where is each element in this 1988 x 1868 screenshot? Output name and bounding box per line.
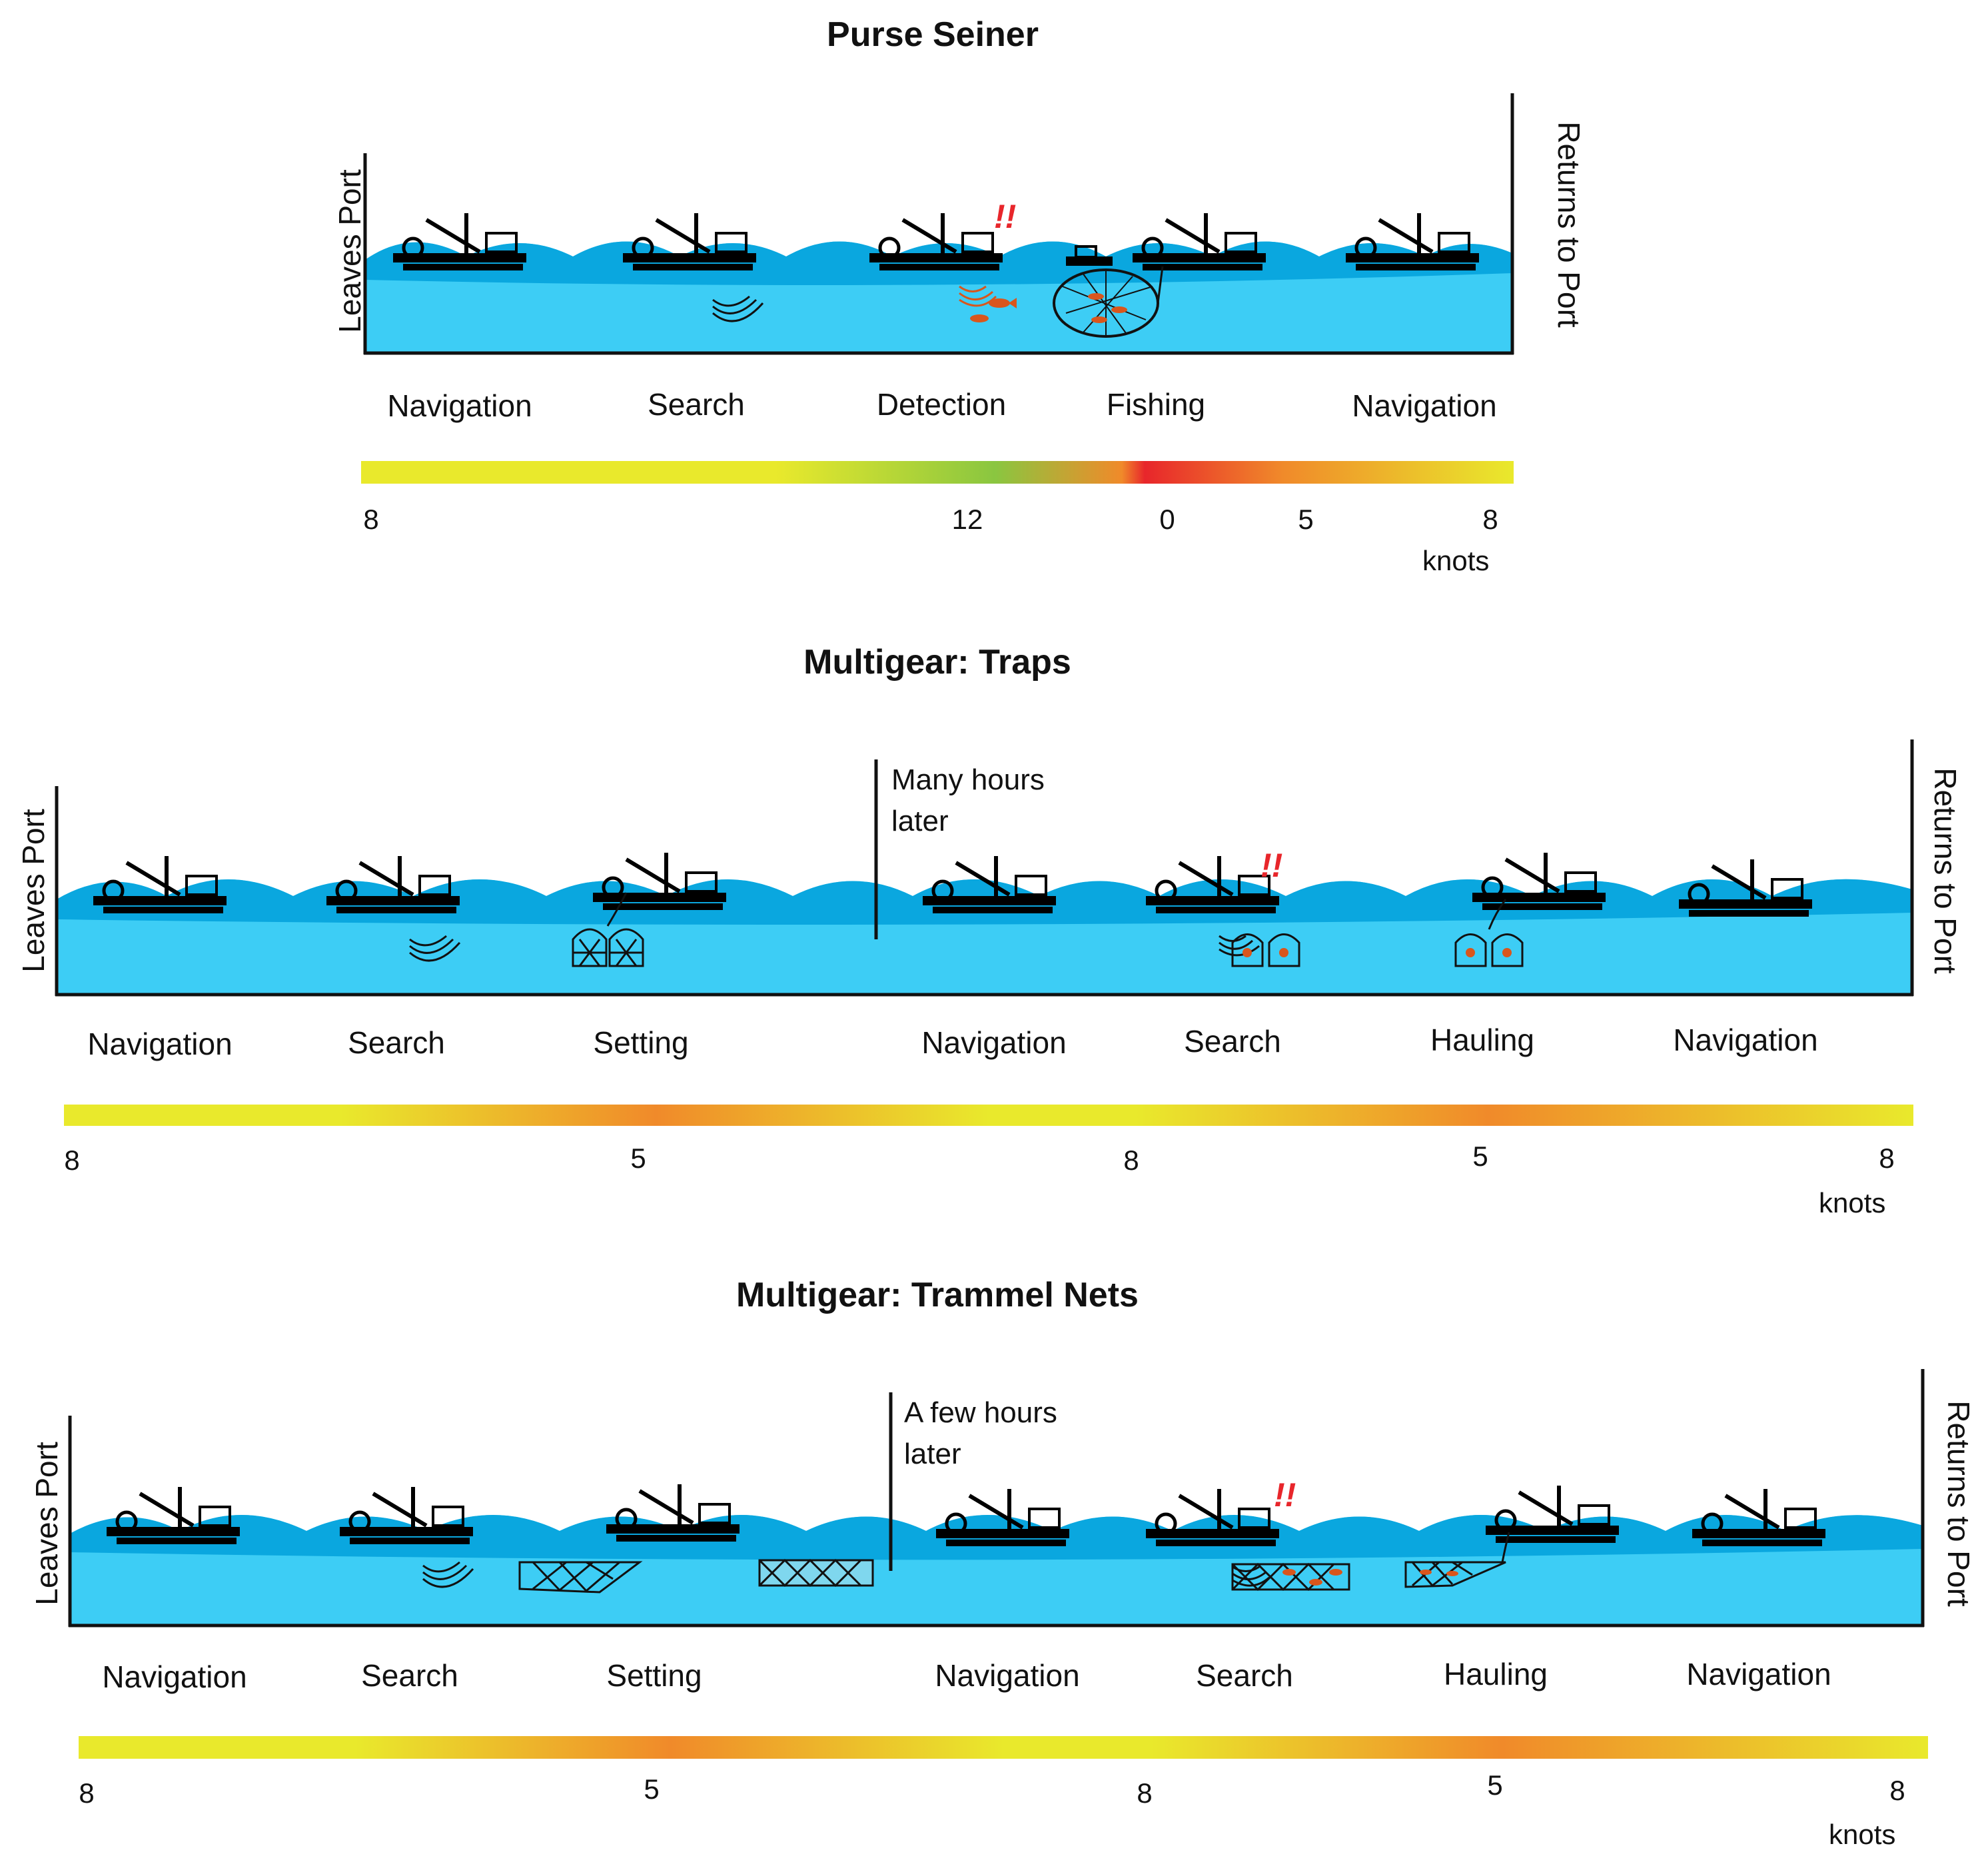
stage-label: Search xyxy=(1196,1658,1293,1693)
stage-label: Detection xyxy=(876,387,1007,422)
sonar-icon xyxy=(1232,1566,1270,1587)
boat-icon xyxy=(1346,213,1479,270)
fish-icon xyxy=(1282,1569,1342,1586)
leaves-port-label: Leaves Port xyxy=(332,169,367,333)
boat-icon xyxy=(1146,856,1279,913)
scene-illustration xyxy=(361,93,1514,484)
alert-icon: !! xyxy=(1260,847,1283,884)
speed-tick: 8 xyxy=(363,504,379,535)
fish-icon xyxy=(1420,1570,1458,1576)
speed-unit: knots xyxy=(1422,545,1490,576)
trap-icon xyxy=(1231,933,1300,967)
note-line: later xyxy=(891,805,949,837)
boat-icon xyxy=(93,856,227,913)
speed-tick: 5 xyxy=(1472,1141,1488,1172)
speed-tick: 8 xyxy=(79,1777,95,1809)
boat-icon xyxy=(393,213,526,270)
stage-label: Navigation xyxy=(387,388,532,423)
speed-tick: 5 xyxy=(630,1143,646,1174)
trap-icon xyxy=(1454,899,1524,967)
stage-label: Hauling xyxy=(1444,1657,1548,1691)
boat-icon xyxy=(593,853,726,910)
boat-icon xyxy=(936,1489,1069,1546)
sonar-icon xyxy=(422,1561,474,1588)
leaves-port-label: Leaves Port xyxy=(16,809,51,973)
note-line: later xyxy=(904,1438,961,1470)
stage-label: Navigation xyxy=(1686,1657,1831,1691)
stage-label: Search xyxy=(648,387,745,422)
stage-label: Navigation xyxy=(87,1027,233,1061)
note-line: Many hours xyxy=(891,763,1045,796)
speed-tick: 5 xyxy=(1487,1769,1503,1801)
speed-tick: 8 xyxy=(1482,504,1498,535)
panel-traps: Multigear: Traps Leaves Port Returns to … xyxy=(0,626,1988,1226)
trammel-net-icon xyxy=(758,1558,874,1588)
time-gap-note: Many hours later xyxy=(891,759,1045,842)
time-gap-note: A few hours later xyxy=(904,1392,1057,1475)
stage-label: Hauling xyxy=(1430,1023,1534,1057)
returns-to-port-label: Returns to Port xyxy=(1552,121,1586,328)
boat-icon xyxy=(1486,1486,1619,1543)
speed-tick: 8 xyxy=(1123,1145,1139,1176)
returns-to-port-label: Returns to Port xyxy=(1928,767,1963,974)
panel-purse-seiner: Purse Seiner xyxy=(0,0,1988,600)
sonar-icon xyxy=(409,935,461,962)
fish-icon xyxy=(970,298,1017,322)
speed-unit: knots xyxy=(1819,1187,1886,1218)
returns-to-port-label: Returns to Port xyxy=(1941,1400,1976,1607)
speed-unit: knots xyxy=(1829,1819,1896,1850)
stage-label: Search xyxy=(348,1025,445,1060)
scene-illustration xyxy=(55,739,1914,1126)
purse-net-icon xyxy=(1053,266,1164,338)
sonar-icon xyxy=(712,295,764,322)
speed-tick: 8 xyxy=(1137,1777,1153,1809)
alert-icon: !! xyxy=(994,198,1017,235)
panel-title: Multigear: Traps xyxy=(803,643,1071,682)
trammel-net-icon xyxy=(518,1561,643,1594)
stage-label: Navigation xyxy=(935,1658,1080,1693)
boat-icon xyxy=(869,213,1003,270)
speed-tick: 12 xyxy=(951,504,983,535)
boat-icon xyxy=(1679,859,1812,917)
stage-label: Navigation xyxy=(102,1659,247,1694)
speed-tick: 5 xyxy=(1298,504,1314,535)
speed-tick: 5 xyxy=(644,1773,660,1805)
speed-tick: 8 xyxy=(1889,1775,1905,1806)
sonar-icon xyxy=(959,285,997,307)
boat-icon xyxy=(1133,213,1266,270)
stage-label: Navigation xyxy=(1352,388,1497,423)
trap-icon xyxy=(572,892,644,967)
note-line: A few hours xyxy=(904,1396,1057,1429)
boat-icon xyxy=(340,1487,473,1544)
stage-label: Setting xyxy=(593,1025,689,1060)
scene-illustration xyxy=(68,1369,1928,1759)
boat-icon xyxy=(1692,1489,1825,1546)
panel-title: Multigear: Trammel Nets xyxy=(736,1276,1139,1314)
stage-label: Setting xyxy=(606,1658,702,1693)
panel-title: Purse Seiner xyxy=(827,15,1039,54)
speed-tick: 8 xyxy=(64,1145,80,1176)
boat-icon xyxy=(923,856,1056,913)
stage-label: Navigation xyxy=(921,1025,1067,1060)
sonar-icon xyxy=(1219,935,1260,957)
skiff-icon xyxy=(1066,245,1113,266)
boat-icon xyxy=(623,213,756,270)
speed-tick: 8 xyxy=(1879,1143,1895,1174)
stage-label: Navigation xyxy=(1673,1023,1818,1057)
panel-trammel-nets: Multigear: Trammel Nets Leaves Port Retu… xyxy=(0,1259,1988,1868)
stage-label: Fishing xyxy=(1106,387,1206,422)
leaves-port-label: Leaves Port xyxy=(29,1442,64,1606)
boat-icon xyxy=(107,1487,240,1544)
speed-tick: 0 xyxy=(1159,504,1175,535)
boat-icon xyxy=(606,1484,740,1542)
boat-icon xyxy=(1472,853,1606,910)
boat-icon xyxy=(1146,1489,1279,1546)
stage-label: Search xyxy=(361,1658,458,1693)
alert-icon: !! xyxy=(1274,1476,1296,1514)
stage-label: Search xyxy=(1184,1024,1281,1059)
speed-gradient-bar xyxy=(64,1105,1913,1126)
speed-gradient-bar xyxy=(361,461,1514,484)
speed-gradient-bar xyxy=(79,1736,1928,1759)
boat-icon xyxy=(326,856,460,913)
